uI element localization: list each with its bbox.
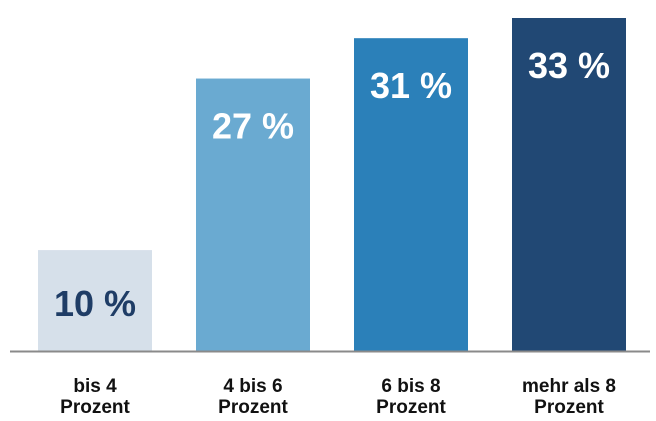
category-label-1: bis 4 Prozent — [60, 376, 130, 418]
bar-3 — [354, 38, 468, 351]
category-label-1-line-2: Prozent — [60, 397, 130, 418]
value-label-2: 27 % — [212, 106, 294, 147]
value-label-3: 31 % — [370, 65, 452, 106]
category-label-3: 6 bis 8 Prozent — [376, 376, 446, 418]
bars-group — [38, 18, 626, 351]
category-label-4-line-2: Prozent — [534, 397, 604, 418]
category-label-2-line-1: 4 bis 6 — [223, 376, 282, 397]
category-label-2-line-2: Prozent — [218, 397, 288, 418]
category-label-2: 4 bis 6 Prozent — [218, 376, 288, 418]
bar-1 — [38, 250, 152, 351]
category-label-3-line-2: Prozent — [376, 397, 446, 418]
bar-4 — [512, 18, 626, 351]
value-labels-group: 10 % 27 % 31 % 33 % — [54, 45, 610, 324]
category-label-1-line-1: bis 4 — [73, 376, 117, 397]
value-label-4: 33 % — [528, 45, 610, 86]
value-label-1: 10 % — [54, 283, 136, 324]
bar-2 — [196, 78, 310, 351]
category-label-4: mehr als 8 Prozent — [522, 376, 616, 418]
category-label-3-line-1: 6 bis 8 — [381, 376, 440, 397]
category-label-4-line-1: mehr als 8 — [522, 376, 616, 397]
